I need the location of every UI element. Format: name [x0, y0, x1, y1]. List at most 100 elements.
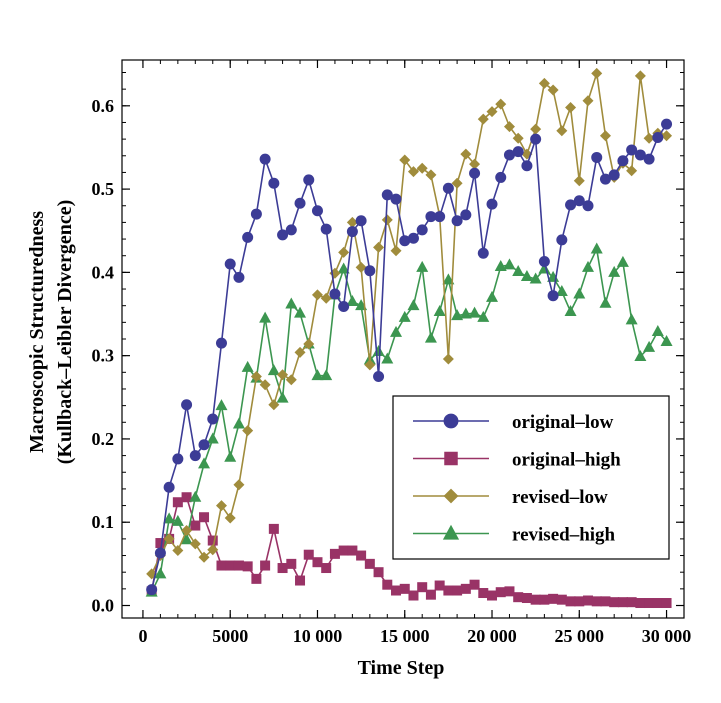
data-point — [391, 585, 402, 596]
data-point — [241, 360, 254, 372]
data-point — [277, 563, 288, 574]
series-line — [150, 72, 667, 575]
data-point — [382, 579, 393, 590]
data-point — [504, 586, 515, 597]
data-point — [373, 370, 385, 382]
data-point — [198, 551, 210, 563]
data-point — [190, 520, 201, 531]
data-point — [163, 512, 176, 524]
data-point — [198, 457, 211, 469]
legend-item: revised–high — [413, 525, 616, 546]
data-point — [451, 177, 463, 189]
data-point — [495, 587, 506, 598]
data-point — [574, 596, 585, 607]
data-point — [433, 305, 446, 317]
data-point — [224, 258, 236, 270]
data-point — [198, 439, 210, 451]
data-point — [338, 301, 350, 313]
data-point — [487, 590, 498, 601]
data-point — [171, 514, 184, 526]
data-point — [565, 199, 577, 211]
data-point — [303, 174, 315, 186]
data-point — [242, 561, 253, 572]
data-point — [286, 558, 297, 569]
data-point — [146, 584, 158, 596]
legend-item: revised–low — [413, 487, 608, 508]
data-point — [643, 132, 655, 144]
data-point — [311, 369, 324, 381]
data-point — [547, 84, 559, 96]
data-point — [503, 149, 515, 161]
data-point — [583, 595, 594, 606]
data-point — [398, 310, 411, 322]
data-point — [320, 223, 332, 235]
data-point — [434, 211, 446, 223]
legend-marker — [444, 451, 458, 466]
data-point — [312, 557, 323, 568]
data-point — [381, 352, 394, 364]
data-point — [661, 118, 673, 130]
legend-marker — [443, 488, 459, 504]
data-point — [329, 288, 341, 300]
data-point — [452, 585, 463, 596]
data-point — [661, 598, 672, 609]
data-point — [425, 589, 436, 600]
legend-label: revised–low — [512, 487, 608, 508]
data-point — [172, 453, 184, 465]
data-point — [616, 255, 629, 267]
data-point — [582, 260, 595, 272]
data-point — [285, 297, 298, 309]
data-point — [294, 346, 306, 358]
data-point — [346, 295, 359, 307]
data-point — [503, 121, 515, 133]
data-point — [591, 151, 603, 163]
x-axis-title: Time Step — [358, 657, 445, 679]
data-point — [233, 560, 244, 571]
series-original–high — [146, 492, 672, 609]
data-point — [591, 67, 603, 79]
data-point — [355, 261, 367, 273]
data-point — [634, 149, 646, 161]
x-tick-label: 20 000 — [467, 626, 517, 646]
data-point — [459, 307, 472, 319]
data-point — [460, 148, 472, 160]
data-point — [425, 211, 437, 223]
data-point — [163, 533, 175, 545]
data-point — [565, 101, 577, 113]
data-point — [189, 538, 201, 550]
data-point — [373, 567, 384, 578]
data-point — [555, 285, 568, 297]
legend-label: original–low — [512, 412, 614, 433]
data-point — [512, 265, 525, 277]
y-tick-label: 0.0 — [92, 596, 115, 616]
data-point — [529, 272, 542, 284]
data-point — [390, 245, 402, 257]
data-point — [538, 77, 550, 89]
y-tick-label: 0.6 — [92, 96, 115, 116]
x-tick-label: 5000 — [212, 626, 248, 646]
data-point — [661, 130, 673, 142]
data-point — [591, 596, 602, 607]
data-point — [547, 290, 559, 302]
data-point — [181, 399, 193, 411]
axis-ticks — [122, 60, 685, 618]
data-point — [503, 258, 516, 270]
data-point — [372, 344, 385, 356]
data-point — [486, 290, 499, 302]
data-point — [295, 575, 306, 586]
data-point — [355, 215, 367, 227]
data-point — [199, 512, 210, 523]
data-point — [207, 413, 219, 425]
data-point — [556, 594, 567, 605]
data-point — [599, 130, 611, 142]
y-axis-title: Macroscopic Structuredness — [26, 211, 48, 453]
data-point — [224, 512, 236, 524]
legend: original–low original–high revised–low revi… — [392, 395, 670, 560]
data-point — [311, 289, 323, 301]
legend-label: revised–high — [512, 525, 616, 546]
data-point — [617, 155, 629, 167]
data-point — [407, 166, 419, 178]
legend-item: original–high — [413, 450, 621, 471]
y-tick-label: 0.4 — [92, 262, 115, 282]
data-point — [442, 273, 455, 285]
